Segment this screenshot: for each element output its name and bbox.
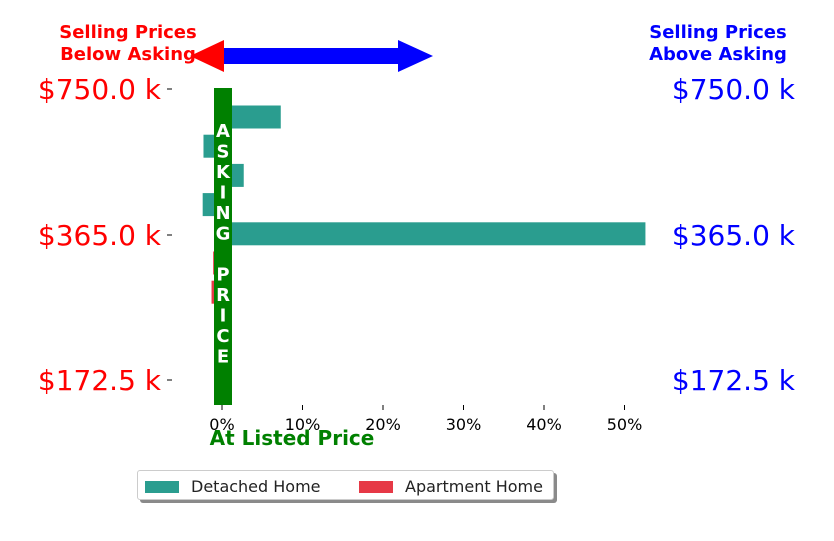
x-tick-label-3: 30% [446, 415, 482, 434]
x-axis-label: At Listed Price [210, 426, 375, 450]
asking-letter-11: E [217, 347, 229, 368]
x-tick-label-5: 50% [607, 415, 643, 434]
asking-letter-7: P [216, 265, 229, 286]
header-left-line1: Selling Prices [59, 22, 196, 43]
legend-swatch-apartment [359, 480, 393, 493]
left-y-tick-label-1: $365.0 k [38, 219, 162, 252]
legend-label-apartment: Apartment Home [405, 477, 543, 496]
header-right-line2: Above Asking [649, 44, 787, 65]
x-tick-label-0: 0% [209, 415, 234, 434]
left-y-axis: $750.0 k $365.0 k $172.5 k [38, 73, 172, 397]
asking-price-bar [214, 88, 232, 405]
asking-letter-2: K [216, 162, 231, 183]
legend-swatch-detached [145, 480, 179, 493]
asking-letter-5: G [216, 224, 231, 245]
asking-letter-8: R [216, 285, 230, 306]
arrow-head-right [398, 40, 433, 72]
asking-letter-3: I [220, 183, 227, 204]
header-left-line2: Below Asking [60, 44, 196, 65]
asking-letter-1: S [217, 142, 230, 163]
asking-letter-0: A [216, 121, 230, 142]
arrow-head-left [190, 40, 224, 72]
detached-bar-4 [222, 222, 646, 246]
x-tick-label-1: 10% [285, 415, 321, 434]
x-tick-label-2: 20% [365, 415, 401, 434]
legend-item-detached: Detached Home [145, 477, 321, 496]
asking-letter-9: I [220, 306, 227, 327]
right-y-tick-label-1: $365.0 k [672, 219, 796, 252]
right-y-tick-label-2: $172.5 k [672, 364, 796, 397]
detached-bar-0 [222, 105, 281, 129]
bars-layer [202, 105, 646, 333]
left-y-tick-label-0: $750.0 k [38, 73, 162, 106]
legend-label-detached: Detached Home [191, 477, 321, 496]
header-right-line1: Selling Prices [649, 22, 786, 43]
right-y-tick-label-0: $750.0 k [672, 73, 796, 106]
x-axis: 0% 10% 20% 30% 40% 50% [209, 405, 642, 434]
asking-letter-4: N [215, 203, 230, 224]
asking-letter-10: C [216, 326, 229, 347]
legend: Detached Home Apartment Home [137, 470, 554, 500]
double-arrow-shaft [222, 48, 400, 64]
right-y-axis: $750.0 k $365.0 k $172.5 k [672, 73, 796, 397]
x-tick-label-4: 40% [526, 415, 562, 434]
left-y-tick-label-2: $172.5 k [38, 364, 162, 397]
legend-item-apartment: Apartment Home [359, 477, 543, 496]
